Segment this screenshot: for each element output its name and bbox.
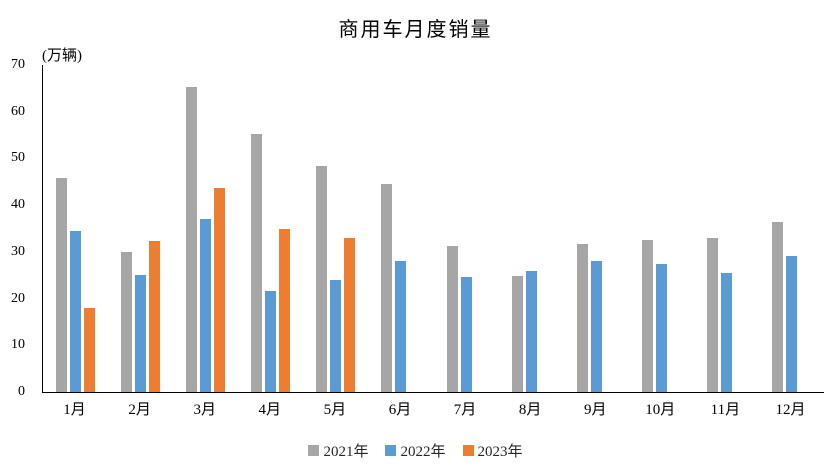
bar-2022年-11月 [720, 273, 732, 392]
bar-group-6月 [368, 65, 433, 392]
x-tick-label-12月: 12月 [775, 402, 806, 418]
bar-2022年-3月 [200, 219, 212, 392]
bar-group-3月 [173, 65, 238, 392]
bar-2022年-2月 [135, 275, 147, 392]
bar-group-10月 [629, 65, 694, 392]
bar-group-4月 [238, 65, 303, 392]
plot-area [42, 65, 824, 393]
y-axis-tick-labels: 0 10 20 30 40 50 60 70 [0, 58, 34, 399]
bar-group-9月 [564, 65, 629, 392]
x-tick-label-5月: 5月 [323, 402, 347, 418]
x-tick-label-11月: 11月 [710, 402, 741, 418]
x-tick-label-9月: 9月 [583, 402, 607, 418]
x-tick-label-8月: 8月 [518, 402, 542, 418]
bar-2022年-9月 [590, 261, 602, 392]
bar-group-5月 [303, 65, 368, 392]
bar-2022年-7月 [460, 277, 472, 392]
bar-2021年-3月 [186, 87, 198, 392]
bar-2022年-5月 [330, 280, 342, 392]
bar-2023年-3月 [214, 187, 226, 392]
x-tick-label-7月: 7月 [453, 402, 477, 418]
chart-title: 商用车月度销量 [338, 19, 493, 41]
x-axis-tick-labels: 1月 2月 3月 4月 5月 6月 7月 8月 9月 10月 11月 12月 [42, 398, 823, 418]
bar-2021年-7月 [446, 246, 458, 392]
bar-2021年-1月 [56, 177, 68, 392]
bar-2022年-1月 [70, 230, 82, 392]
bar-2022年-10月 [655, 264, 667, 392]
bar-2023年-2月 [149, 240, 161, 392]
y-tick-label: 50 [11, 150, 25, 166]
bar-2022年-8月 [525, 271, 537, 392]
legend: 2021年 2022年 2023年 [0, 440, 831, 461]
bar-2022年-12月 [785, 255, 797, 392]
y-tick-label: 0 [18, 384, 25, 399]
legend-label: 2021年 [323, 444, 369, 460]
x-tick-label-1月: 1月 [63, 402, 86, 418]
bar-2022年-4月 [265, 291, 277, 392]
bar-group-1月 [43, 65, 108, 392]
bar-2021年-12月 [771, 221, 783, 392]
legend-swatch-icon [385, 445, 397, 456]
bar-2021年-4月 [251, 134, 263, 392]
bar-group-12月 [759, 65, 824, 392]
bar-2022年-6月 [395, 260, 407, 392]
y-tick-label: 20 [11, 290, 25, 306]
x-tick-label-6月: 6月 [388, 402, 412, 418]
bar-2021年-2月 [121, 252, 133, 392]
y-tick-label: 10 [11, 337, 25, 353]
bar-group-8月 [499, 65, 564, 392]
y-axis-unit-label: (万辆) [42, 48, 82, 64]
y-tick-label: 60 [11, 103, 25, 119]
y-tick-label: 70 [11, 57, 25, 72]
x-tick-label-3月: 3月 [193, 402, 216, 418]
bar-2023年-4月 [279, 228, 291, 392]
bar-2021年-11月 [706, 237, 718, 392]
y-tick-label: 30 [11, 243, 25, 259]
bar-2021年-5月 [316, 166, 328, 392]
bar-2021年-6月 [381, 183, 393, 392]
bar-group-11月 [694, 65, 759, 392]
bar-group-2月 [108, 65, 173, 392]
legend-item-2023年: 2023年 [462, 440, 523, 461]
x-tick-label-10月: 10月 [645, 402, 676, 418]
bar-2021年-10月 [641, 239, 653, 392]
legend-item-2022年: 2022年 [385, 440, 446, 461]
bar-2023年-5月 [344, 237, 356, 392]
legend-swatch-icon [462, 445, 474, 456]
x-tick-label-2月: 2月 [128, 402, 151, 418]
legend-label: 2022年 [400, 444, 446, 460]
bar-2021年-8月 [511, 276, 523, 392]
legend-label: 2023年 [477, 444, 523, 460]
x-tick-label-4月: 4月 [258, 402, 282, 418]
legend-swatch-icon [308, 445, 320, 456]
bar-2021年-9月 [576, 243, 588, 392]
y-tick-label: 40 [11, 197, 25, 213]
bar-2023年-1月 [84, 307, 96, 392]
legend-item-2021年: 2021年 [308, 440, 368, 461]
bar-group-7月 [434, 65, 499, 392]
